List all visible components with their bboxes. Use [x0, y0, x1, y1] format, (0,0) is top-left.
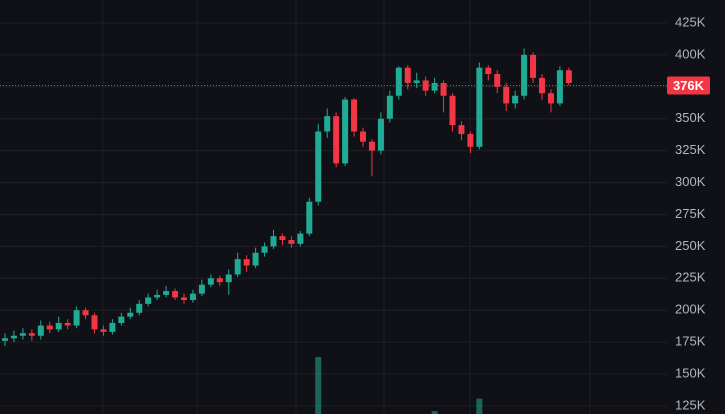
- candle-body: [512, 95, 519, 104]
- candle-body: [333, 116, 340, 164]
- candle-body: [413, 80, 420, 83]
- candle-body: [181, 297, 187, 300]
- vertical-grid: [102, 0, 591, 414]
- candle-body: [556, 70, 563, 104]
- candle-body: [37, 325, 44, 336]
- candle-body: [270, 236, 277, 247]
- candle-body: [234, 259, 241, 275]
- y-tick-label: 300K: [675, 174, 706, 189]
- y-tick-label: 250K: [675, 238, 706, 253]
- candle-body: [279, 236, 286, 240]
- candle-body: [503, 86, 510, 104]
- candle-body: [297, 233, 304, 244]
- candle-body: [351, 99, 358, 132]
- candle-body: [145, 297, 152, 304]
- candle-body: [55, 322, 62, 330]
- candle-body: [368, 141, 375, 151]
- candle-body: [404, 67, 411, 83]
- y-tick-label: 225K: [675, 270, 706, 285]
- last-price-box: [667, 76, 710, 95]
- candle-body: [395, 67, 402, 96]
- candle-body: [19, 333, 26, 336]
- candle-body: [82, 310, 89, 316]
- candle-body: [521, 54, 528, 96]
- volume-bar: [431, 411, 438, 414]
- y-tick-label: 275K: [675, 206, 706, 221]
- candle-body: [64, 322, 71, 326]
- candle-body: [189, 293, 196, 300]
- candle-body: [377, 118, 384, 151]
- candle-body: [467, 134, 474, 147]
- y-tick-label: 150K: [675, 365, 706, 380]
- candle-body: [440, 82, 447, 96]
- candle-body: [118, 316, 125, 323]
- candle-body: [342, 99, 349, 164]
- candle-body: [539, 77, 545, 94]
- candle-body: [261, 246, 268, 253]
- y-tick-label: 200K: [675, 302, 706, 317]
- candle-body: [28, 333, 35, 336]
- y-tick-label: 425K: [675, 14, 706, 29]
- candle-body: [315, 131, 322, 202]
- candle-body: [163, 291, 170, 295]
- candle-body: [458, 125, 465, 135]
- candle-body: [449, 95, 456, 126]
- candle-body: [100, 329, 107, 332]
- y-tick-label: 400K: [675, 46, 706, 61]
- candle-body: [2, 338, 8, 341]
- volume-bar: [315, 357, 322, 414]
- candle-body: [485, 67, 492, 75]
- candle-body: [422, 80, 429, 91]
- candle-body: [547, 93, 554, 104]
- candle-body: [207, 278, 214, 285]
- y-tick-label: 350K: [675, 110, 706, 125]
- volume-bar: [476, 398, 483, 414]
- candle-body: [225, 274, 232, 283]
- candle-body: [243, 259, 250, 266]
- candle-body: [530, 54, 537, 78]
- candle-body: [386, 95, 393, 119]
- candle-body: [476, 67, 483, 147]
- candle-body: [127, 312, 134, 317]
- candle-body: [252, 252, 259, 266]
- candle-body: [46, 325, 53, 330]
- candle-body: [494, 74, 501, 87]
- y-tick-label: 175K: [675, 334, 706, 349]
- candle-body: [91, 315, 98, 330]
- candle-body: [73, 310, 80, 326]
- candle-body: [109, 322, 116, 332]
- candle-body: [565, 70, 572, 83]
- candle-body: [288, 240, 295, 244]
- candle-body: [216, 278, 223, 283]
- candle-body: [10, 335, 17, 339]
- candle-body: [154, 294, 161, 298]
- y-tick-label: 125K: [675, 397, 706, 412]
- y-tick-label: 325K: [675, 142, 706, 157]
- candle-body: [324, 116, 331, 132]
- candle-body: [360, 131, 366, 142]
- candle-body: [172, 291, 179, 298]
- candle-body: [306, 201, 313, 234]
- last-price-label: 376K: [673, 78, 705, 93]
- candle-body: [431, 82, 438, 91]
- candle-body: [198, 284, 205, 294]
- candle-body: [136, 303, 143, 313]
